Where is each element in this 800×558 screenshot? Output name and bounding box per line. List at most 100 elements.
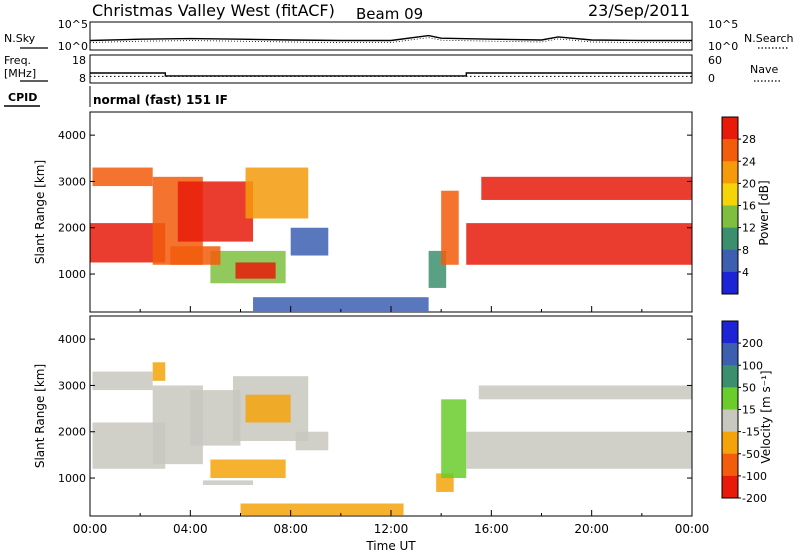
freq-panel-frame [89, 54, 693, 84]
freq-right-tick-bottom: 0 [708, 72, 715, 85]
colorbar-tick-label: 16 [742, 200, 756, 213]
freq-label-bottom: [MHz] [4, 67, 36, 80]
x-tick-label: 00:00 [675, 522, 710, 536]
colorbar-tick-label: 8 [742, 244, 749, 257]
noise-sky-series [89, 34, 692, 42]
echo-region [202, 480, 254, 485]
x-tick-label: 16:00 [474, 522, 509, 536]
echo-region [92, 167, 153, 187]
echo-region [245, 394, 291, 423]
colorbar-swatch [722, 161, 738, 184]
power-y-axis-label: Slant Range [km] [33, 160, 47, 264]
velocity-data-blobs [92, 362, 692, 516]
noise-search-series [89, 37, 692, 43]
power-data-blobs [90, 167, 692, 312]
velocity-y-axis-label: Slant Range [km] [33, 364, 47, 468]
colorbar-tick-label: 12 [742, 222, 756, 235]
y-tick-label: 3000 [58, 175, 86, 188]
colorbar-swatch [722, 117, 738, 140]
noise-sky-label: N.Sky [4, 32, 36, 45]
x-tick-label: 04:00 [173, 522, 208, 536]
noise-left-tick-bottom: 10^0 [58, 40, 88, 53]
velocity-y-axis: 1000 2000 3000 4000 [58, 333, 692, 485]
y-tick-label: 3000 [58, 379, 86, 392]
colorbar-tick-label: 15 [742, 404, 756, 417]
colorbar-tick-label: 50 [742, 381, 756, 394]
echo-region [152, 362, 166, 381]
cpid-label: CPID [8, 91, 37, 104]
x-tick-label: 12:00 [374, 522, 409, 536]
velocity-colorbar-label: Velocity [m s⁻¹] [759, 370, 773, 463]
y-tick-label: 4000 [58, 333, 86, 346]
y-tick-label: 2000 [58, 222, 86, 235]
noise-right-tick-bottom: 10^0 [708, 40, 738, 53]
power-x-ticks [89, 306, 693, 312]
colorbar-tick-label: 24 [742, 155, 756, 168]
colorbar-tick-label: -100 [742, 470, 767, 483]
echo-region [170, 246, 221, 265]
cpid-row: CPID normal (fast) 151 IF [4, 86, 228, 107]
x-tick-label: 08:00 [273, 522, 308, 536]
freq-left-tick-bottom: 8 [79, 72, 86, 85]
colorbar-swatch [722, 321, 738, 344]
power-y-axis: 1000 2000 3000 4000 [58, 129, 692, 281]
x-tick-label: 20:00 [574, 522, 609, 536]
colorbar-tick-label: -15 [742, 426, 760, 439]
y-tick-label: 1000 [58, 472, 86, 485]
echo-region [441, 190, 459, 265]
colorbar-swatch [722, 475, 738, 499]
noise-panel: N.Sky 10^5 10^0 10^5 10^0 N.Search [4, 18, 794, 53]
echo-region [240, 503, 404, 516]
freq-left-tick-top: 18 [72, 54, 86, 67]
time-axis-label: Time UT [365, 539, 416, 553]
velocity-panel: 1000 2000 3000 4000 00:00 04:00 08:00 12:00 16:… [33, 315, 773, 553]
noise-panel-frame [89, 21, 693, 51]
echo-region [441, 399, 467, 479]
colorbar-swatch [722, 227, 738, 251]
echo-region [290, 227, 329, 256]
colorbar-swatch [722, 271, 738, 295]
y-tick-label: 1000 [58, 268, 86, 281]
velocity-colorbar: 200 100 50 15 -15 -50 -100 -200 [721, 320, 767, 505]
colorbar-swatch [722, 409, 738, 433]
colorbar-swatch [722, 183, 738, 206]
echo-region [253, 297, 429, 312]
date-label: 23/Sep/2011 [588, 1, 690, 20]
beam-label: Beam 09 [356, 5, 423, 23]
colorbar-swatch [722, 431, 738, 455]
power-colorbar-label: Power [dB] [757, 180, 771, 245]
echo-region [190, 390, 241, 446]
noise-left-tick-top: 10^5 [58, 18, 88, 31]
cpid-text: normal (fast) 151 IF [93, 93, 228, 107]
y-tick-label: 4000 [58, 129, 86, 142]
echo-region [177, 181, 254, 242]
echo-region [210, 459, 286, 479]
colorbar-swatch [722, 205, 738, 229]
colorbar-tick-label: 20 [742, 177, 756, 190]
colorbar-swatch [722, 343, 738, 366]
freq-label-top: Freq. [4, 54, 31, 67]
colorbar-tick-label: 28 [742, 133, 756, 146]
colorbar-swatch [722, 453, 738, 477]
freq-right-tick-top: 60 [708, 54, 722, 67]
echo-region [245, 167, 309, 219]
power-colorbar: 4 8 12 16 20 24 28 [721, 116, 756, 295]
noise-right-tick-top: 10^5 [708, 18, 738, 31]
echo-region [478, 385, 692, 400]
colorbar-tick-label: 4 [742, 266, 749, 279]
x-tick-label: 00:00 [73, 522, 108, 536]
freq-panel: Freq. [MHz] 18 8 60 0 Nave [4, 54, 780, 85]
noise-search-label: N.Search [744, 32, 794, 45]
colorbar-tick-label: 100 [742, 359, 763, 372]
echo-region [481, 176, 692, 200]
echo-region [235, 262, 276, 279]
colorbar-swatch [722, 139, 738, 162]
colorbar-swatch [722, 365, 738, 388]
colorbar-tick-label: -200 [742, 492, 767, 505]
y-tick-label: 2000 [58, 426, 86, 439]
power-panel: 1000 2000 3000 4000 Slant Range [km] 4 8 12 16… [33, 111, 771, 313]
freq-series [90, 72, 692, 77]
station-title: Christmas Valley West (fitACF) [92, 1, 335, 20]
colorbar-swatch [722, 387, 738, 410]
echo-region [466, 223, 692, 265]
